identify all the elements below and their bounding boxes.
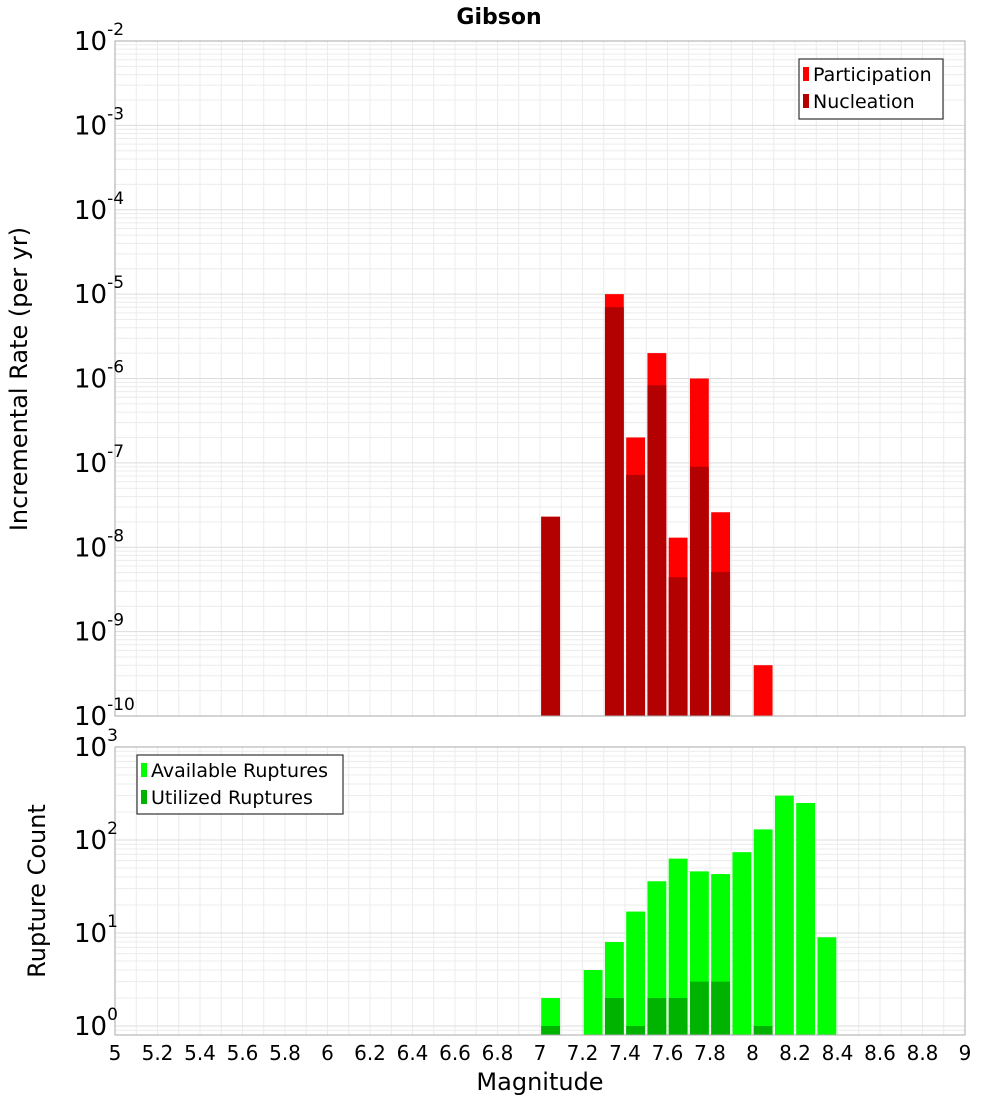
- x-tick-label: 5.8: [269, 1041, 301, 1065]
- x-tick-label: 5.4: [184, 1041, 216, 1065]
- count-legend: Available Ruptures Utilized Ruptures: [136, 754, 344, 815]
- rate-bar: [711, 571, 731, 716]
- rate-bar: [604, 307, 624, 716]
- x-tick-label: 6.4: [397, 1041, 429, 1065]
- count-bar: [541, 1025, 561, 1035]
- x-tick-label: 8.2: [779, 1041, 811, 1065]
- x-tick-label: 7.4: [609, 1041, 641, 1065]
- x-tick-label: 7.2: [567, 1041, 599, 1065]
- legend-label: Nucleation: [813, 91, 915, 113]
- x-tick-label: 8.8: [907, 1041, 939, 1065]
- x-tick-label: 6: [321, 1041, 334, 1065]
- count-y-tick-label: 102: [74, 819, 118, 856]
- x-tick-label: 6.8: [482, 1041, 514, 1065]
- x-tick-label: 8.6: [864, 1041, 896, 1065]
- legend-box: [798, 58, 944, 120]
- legend-label: Participation: [813, 64, 932, 86]
- count-y-tick-label: 103: [74, 726, 118, 763]
- x-tick-label: 6.2: [354, 1041, 386, 1065]
- rate-y-tick-label: 10-4: [74, 189, 124, 226]
- count-bar: [668, 997, 688, 1035]
- y-axis-label-rate: Incremental Rate (per yr): [5, 227, 33, 531]
- count-bar: [817, 937, 837, 1035]
- x-tick-label: 7.8: [694, 1041, 726, 1065]
- count-series-1: [541, 981, 773, 1035]
- count-bar: [689, 981, 709, 1035]
- x-tick-label: 9: [959, 1041, 972, 1065]
- rate-series-1: [541, 307, 731, 716]
- count-bar: [626, 1025, 646, 1035]
- x-axis-ticks: 5 5.2 5.4 5.6 5.8 6 6.2 6.4 6.6 6.8 7 7.2 7.4 7.6 7.8 8…: [109, 1041, 972, 1065]
- rate-bar: [668, 577, 688, 716]
- legend-swatch: [141, 790, 147, 804]
- rate-y-tick-label: 10-7: [74, 442, 124, 479]
- legend-label: Utilized Ruptures: [151, 787, 313, 809]
- chart-title: Gibson: [456, 5, 541, 30]
- count-bar: [796, 802, 816, 1035]
- count-y-tick-label: 100: [74, 1005, 118, 1042]
- rate-bar: [647, 385, 667, 716]
- rate-grid: [114, 40, 966, 717]
- x-tick-label: 7.6: [652, 1041, 684, 1065]
- legend-label: Available Ruptures: [151, 760, 328, 782]
- count-bar: [583, 969, 603, 1035]
- legend-swatch: [803, 67, 809, 81]
- y-axis-label-count: Rupture Count: [23, 804, 51, 978]
- rate-y-tick-label: 10-9: [74, 611, 124, 648]
- count-bar: [753, 829, 773, 1035]
- x-tick-label: 5: [109, 1041, 122, 1065]
- legend-swatch: [141, 763, 147, 777]
- x-axis-label: Magnitude: [476, 1068, 603, 1096]
- rate-y-tick-label: 10-2: [74, 20, 124, 57]
- rate-y-tick-label: 10-8: [74, 526, 124, 563]
- count-bar: [711, 981, 731, 1035]
- count-bar: [774, 795, 794, 1035]
- count-bar: [604, 997, 624, 1035]
- rate-bar: [626, 474, 646, 716]
- rate-bar: [689, 466, 709, 716]
- rate-y-tick-label: 10-6: [74, 358, 124, 395]
- count-bar: [732, 852, 752, 1035]
- x-tick-label: 6.6: [439, 1041, 471, 1065]
- count-y-tick-label: 101: [74, 912, 118, 949]
- x-tick-label: 8.4: [822, 1041, 854, 1065]
- legend-box: [136, 754, 344, 815]
- rate-y-tick-label: 10-5: [74, 273, 124, 310]
- rate-bar: [541, 516, 561, 716]
- count-bar: [541, 997, 561, 1035]
- x-tick-label: 8: [746, 1041, 759, 1065]
- count-bar: [647, 997, 667, 1035]
- rate-legend: Participation Nucleation: [798, 58, 944, 120]
- count-bar: [753, 1025, 773, 1035]
- x-tick-label: 7: [534, 1041, 547, 1065]
- count-panel: 103 102 101 100 Available Ruptures Utilized R…: [74, 726, 971, 1065]
- x-tick-label: 5.2: [142, 1041, 174, 1065]
- count-plot-frame: [114, 746, 966, 1036]
- count-bar: [626, 911, 646, 1035]
- rate-panel: 10-2 10-3 10-4 10-5 10-6 10-7 10-8 10-9 10-10 Par…: [74, 20, 966, 732]
- rate-y-tick-label: 10-10: [74, 695, 135, 732]
- rate-bar: [753, 665, 773, 716]
- count-bar: [647, 881, 667, 1035]
- count-bar: [668, 858, 688, 1035]
- rate-plot-frame: [114, 40, 966, 717]
- x-tick-label: 5.6: [227, 1041, 259, 1065]
- legend-swatch: [803, 94, 809, 108]
- rate-y-tick-label: 10-3: [74, 104, 124, 141]
